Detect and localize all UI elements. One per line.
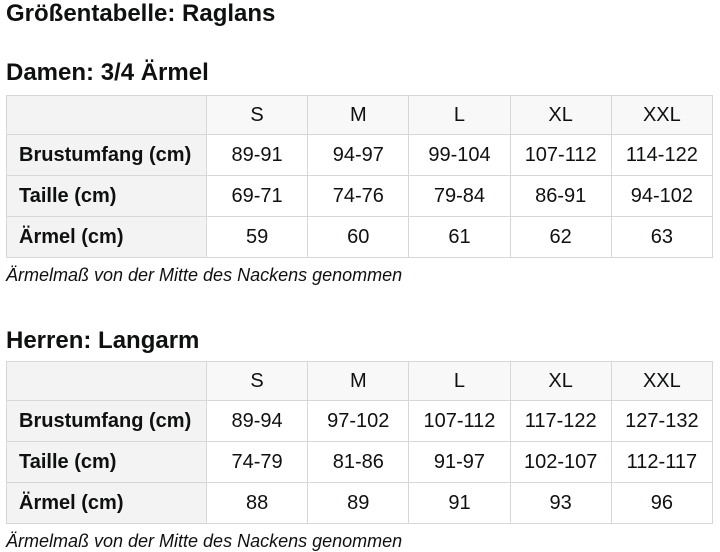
herren-size-table: S M L XL XXL Brustumfang (cm) 89-94 97-1…: [6, 361, 714, 524]
size-col-header: M: [307, 361, 410, 401]
size-value-cell: 107-112: [408, 400, 511, 442]
sleeve-measure-footnote: Ärmelmaß von der Mitte des Nackens genom…: [6, 265, 403, 285]
size-value-cell: 89: [307, 482, 410, 524]
size-col-header: L: [408, 95, 511, 135]
table-row: Brustumfang (cm) 89-94 97-102 107-112 11…: [6, 400, 714, 442]
size-col-header: XXL: [610, 95, 714, 135]
size-col-header: S: [205, 95, 309, 135]
size-col-header: M: [307, 95, 410, 135]
size-value-cell: 94-97: [307, 134, 410, 176]
size-value-cell: 91-97: [408, 441, 511, 483]
size-value-cell: 59: [205, 216, 309, 258]
size-value-cell: 86-91: [509, 175, 612, 217]
size-col-header: XXL: [610, 361, 714, 401]
size-value-cell: 93: [509, 482, 612, 524]
size-value-cell: 63: [610, 216, 714, 258]
size-value-cell: 61: [408, 216, 511, 258]
section-heading-damen: Damen: 3/4 Ärmel: [6, 59, 209, 86]
size-value-cell: 81-86: [307, 441, 410, 483]
table-row: Brustumfang (cm) 89-91 94-97 99-104 107-…: [6, 134, 714, 176]
size-value-cell: 127-132: [610, 400, 714, 442]
size-value-cell: 62: [509, 216, 612, 258]
row-label: Taille (cm): [6, 441, 207, 483]
size-value-cell: 79-84: [408, 175, 511, 217]
page-title: Größentabelle: Raglans: [6, 0, 276, 27]
size-value-cell: 88: [205, 482, 309, 524]
table-row: Taille (cm) 74-79 81-86 91-97 102-107 11…: [6, 441, 714, 483]
row-label: Brustumfang (cm): [6, 134, 207, 176]
size-col-header: S: [205, 361, 309, 401]
header-row: S M L XL XXL: [6, 95, 714, 135]
size-col-header: XL: [509, 95, 612, 135]
row-label: Ärmel (cm): [6, 216, 207, 258]
size-value-cell: 97-102: [307, 400, 410, 442]
size-col-header: XL: [509, 361, 612, 401]
size-value-cell: 107-112: [509, 134, 612, 176]
row-label: Taille (cm): [6, 175, 207, 217]
table-row: Ärmel (cm) 88 89 91 93 96: [6, 482, 714, 524]
header-row: S M L XL XXL: [6, 361, 714, 401]
size-value-cell: 96: [610, 482, 714, 524]
row-label: Ärmel (cm): [6, 482, 207, 524]
size-value-cell: 60: [307, 216, 410, 258]
table-row: Taille (cm) 69-71 74-76 79-84 86-91 94-1…: [6, 175, 714, 217]
damen-size-table: S M L XL XXL Brustumfang (cm) 89-91 94-9…: [6, 95, 714, 258]
row-label: Brustumfang (cm): [6, 400, 207, 442]
size-value-cell: 117-122: [509, 400, 612, 442]
size-value-cell: 69-71: [205, 175, 309, 217]
size-value-cell: 102-107: [509, 441, 612, 483]
size-value-cell: 99-104: [408, 134, 511, 176]
size-value-cell: 112-117: [610, 441, 714, 483]
size-value-cell: 114-122: [610, 134, 714, 176]
sleeve-measure-footnote: Ärmelmaß von der Mitte des Nackens genom…: [6, 531, 403, 551]
table-row: Ärmel (cm) 59 60 61 62 63: [6, 216, 714, 258]
size-value-cell: 89-94: [205, 400, 309, 442]
size-value-cell: 89-91: [205, 134, 309, 176]
size-value-cell: 94-102: [610, 175, 714, 217]
corner-cell: [6, 361, 207, 401]
size-value-cell: 74-79: [205, 441, 309, 483]
size-value-cell: 91: [408, 482, 511, 524]
size-col-header: L: [408, 361, 511, 401]
section-heading-herren: Herren: Langarm: [6, 327, 200, 354]
size-value-cell: 74-76: [307, 175, 410, 217]
corner-cell: [6, 95, 207, 135]
